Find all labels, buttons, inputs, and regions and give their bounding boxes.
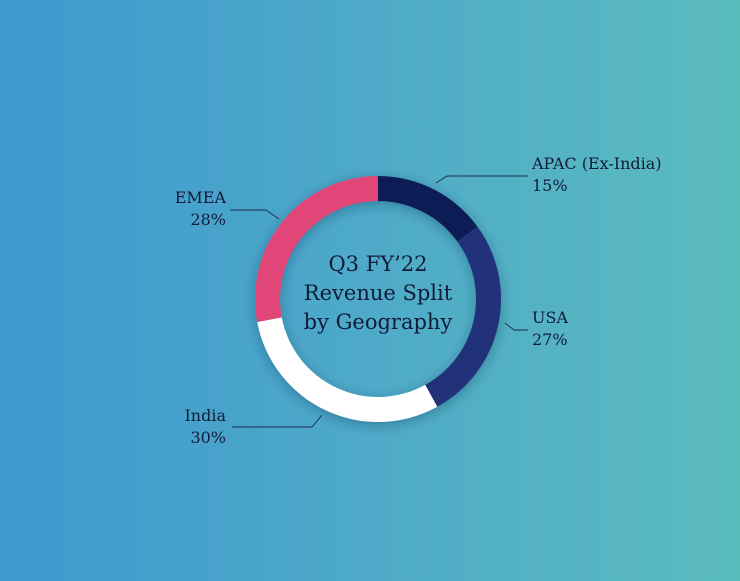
label-india-name: India [184,406,226,425]
label-apac-value: 15% [532,176,568,195]
leader-line-usa [504,322,528,331]
chart-title-line-2: Revenue Split [303,281,453,305]
label-india: India 30% [150,405,226,449]
slice-india [257,317,438,423]
label-emea: EMEA 28% [150,187,226,231]
leader-lines [230,175,528,428]
label-apac: APAC (Ex-India) 15% [532,153,662,197]
slice-usa [425,226,502,407]
label-usa-name: USA [532,308,568,327]
chart-title-line-1: Q3 FY’22 [328,252,428,276]
label-emea-value: 28% [190,210,226,229]
chart-title-line-3: by Geography [303,310,453,334]
chart-title: Q3 FY’22 Revenue Split by Geography [278,250,478,337]
label-india-value: 30% [190,428,226,447]
leader-line-apac [435,175,528,184]
leader-line-emea [230,209,280,220]
label-usa-value: 27% [532,330,568,349]
label-emea-name: EMEA [174,188,226,207]
slice-apac [378,176,478,242]
label-apac-name: APAC (Ex-India) [532,154,662,173]
donut-slices [255,176,502,423]
label-usa: USA 27% [532,307,568,351]
leader-line-india [232,414,323,428]
slice-emea [255,176,378,323]
